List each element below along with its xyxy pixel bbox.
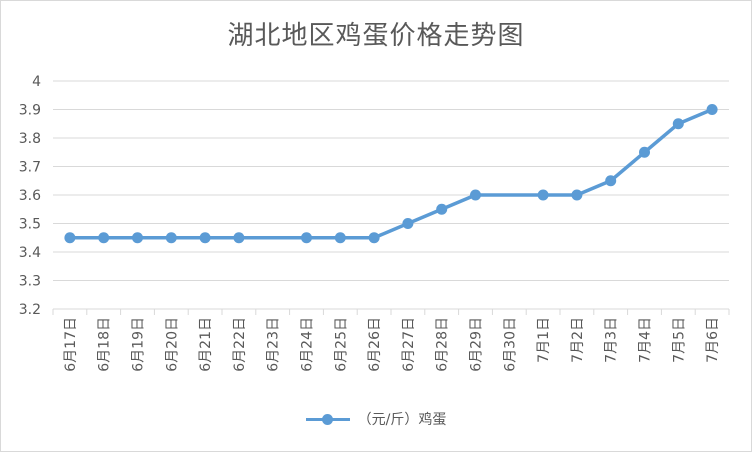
x-tick-label: 7月2日 <box>570 317 586 363</box>
x-tick-label: 6月27日 <box>401 317 417 372</box>
x-tick-label: 6月29日 <box>469 317 485 372</box>
x-tick-label: 7月1日 <box>536 317 552 363</box>
data-point <box>199 232 211 244</box>
x-tick-label: 6月19日 <box>131 317 147 372</box>
data-point <box>605 175 617 187</box>
y-tick-label: 3.3 <box>19 274 41 290</box>
data-point <box>672 118 684 130</box>
data-point <box>571 189 583 201</box>
y-tick-label: 3.7 <box>19 160 41 176</box>
y-tick-label: 4 <box>32 74 41 90</box>
plot-area: 3.2 3.3 3.4 3.5 3.6 3.7 3.8 3.9 4 6月17日 6月18日 6月19日… <box>19 74 730 372</box>
data-point <box>98 232 110 244</box>
data-point <box>706 104 718 115</box>
data-point <box>165 232 177 244</box>
y-tick-label: 3.9 <box>19 103 41 119</box>
data-point <box>436 203 448 215</box>
data-point <box>64 232 76 244</box>
data-point <box>537 189 549 201</box>
series-line <box>69 107 713 240</box>
x-tick-label: 6月20日 <box>164 317 180 372</box>
legend-label: （元/斤）鸡蛋 <box>357 412 447 428</box>
x-tick-label: 7月6日 <box>705 317 721 363</box>
data-point <box>334 232 346 244</box>
y-tick-label: 3.8 <box>19 131 41 147</box>
x-tick-label: 7月3日 <box>604 317 620 363</box>
data-point <box>639 146 650 158</box>
x-tick-label: 6月30日 <box>502 317 518 372</box>
chart-title: 湖北地区鸡蛋价格走势图 <box>227 21 525 51</box>
x-tick-label: 6月26日 <box>367 317 383 372</box>
data-point <box>470 189 481 201</box>
data-point <box>368 232 380 244</box>
x-tick-label: 6月17日 <box>63 317 79 372</box>
legend: （元/斤）鸡蛋 <box>1 409 751 429</box>
legend-marker <box>305 413 350 427</box>
x-tick-label: 7月4日 <box>638 317 654 363</box>
x-tick-label: 7月5日 <box>671 317 687 363</box>
x-tick-label: 6月28日 <box>435 317 451 372</box>
x-tick-label: 6月23日 <box>266 317 282 372</box>
data-point <box>301 232 312 244</box>
x-tick-label: 6月24日 <box>300 317 316 372</box>
x-tick-label: 6月21日 <box>198 317 214 372</box>
x-tick-label: 6月25日 <box>333 317 349 372</box>
y-tick-label: 3.5 <box>19 217 41 233</box>
y-tick-label: 3.2 <box>19 302 41 318</box>
data-point <box>402 218 414 229</box>
data-point <box>233 232 245 244</box>
data-point <box>132 232 143 244</box>
x-tick-label: 6月18日 <box>97 317 113 372</box>
y-tick-label: 3.4 <box>19 245 41 261</box>
x-tick-label: 6月22日 <box>232 317 248 372</box>
y-tick-label: 3.6 <box>19 188 41 204</box>
